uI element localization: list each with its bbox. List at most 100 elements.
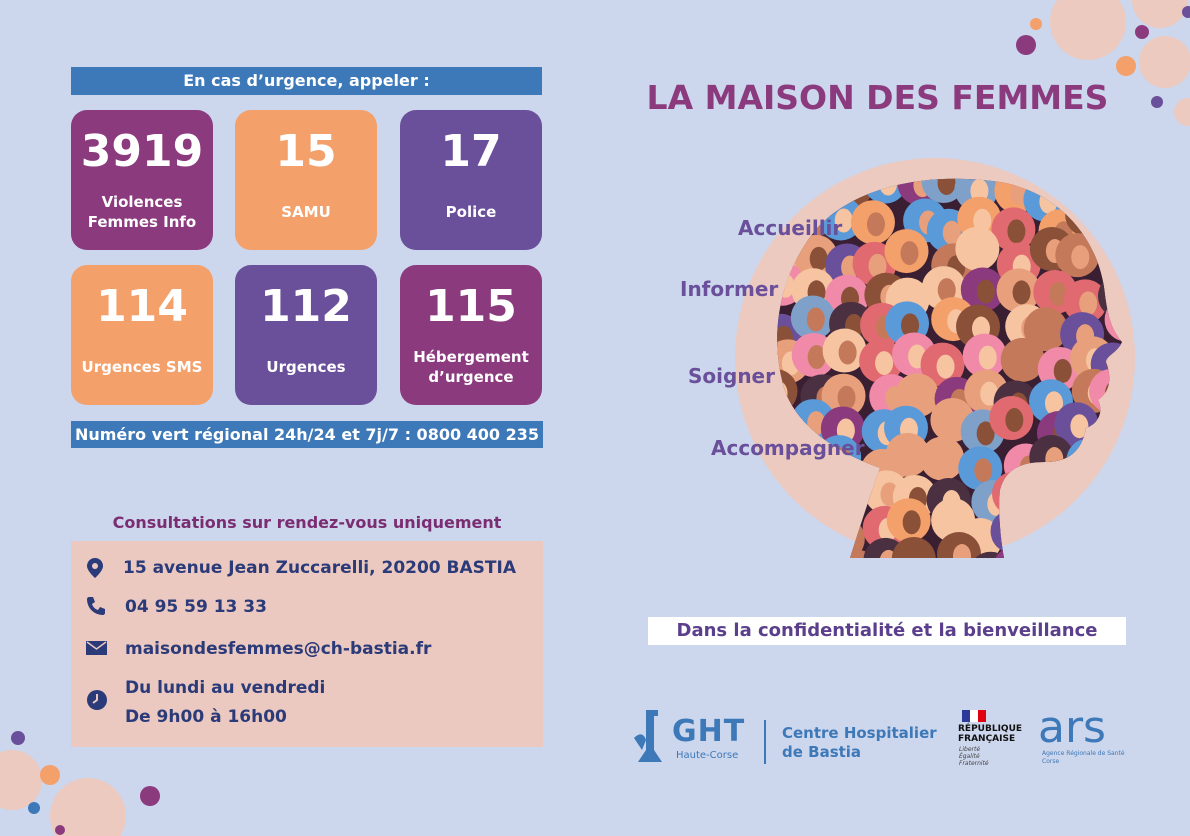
crowd-hair: [1106, 504, 1122, 549]
motto-line: Fraternité: [959, 760, 989, 767]
crowd-face: [807, 345, 826, 370]
crowd-face: [980, 381, 999, 406]
hospital-line: de Bastia: [782, 743, 862, 761]
hours-time: De 9h00 à 16h00: [125, 707, 287, 727]
republique-line: FRANÇAISE: [958, 734, 1016, 744]
crowd-hair: [782, 517, 827, 558]
republique: RÉPUBLIQUE FRANÇAISE: [958, 724, 1022, 744]
crowd-face: [978, 345, 997, 370]
logos: GHT Haute-Corse Centre Hospitalier de Ba…: [632, 700, 1132, 780]
crowd-face: [936, 354, 955, 379]
title: LA MAISON DES FEMMES: [646, 78, 1109, 117]
crowd-face: [807, 411, 826, 436]
crowd-face: [1053, 358, 1072, 383]
crowd-face: [937, 278, 956, 303]
crowd-face: [901, 313, 920, 338]
crowd-face: [1123, 516, 1141, 540]
crowd-hair: [968, 551, 1013, 558]
crowd-face: [777, 181, 792, 206]
crowd-face: [902, 510, 921, 535]
emergency-number: 115: [425, 281, 517, 332]
crowd-face: [778, 544, 797, 558]
address: 15 avenue Jean Zuccarelli, 20200 BASTIA: [123, 558, 516, 578]
emergency-label: Police: [445, 203, 497, 221]
crowd-face: [976, 279, 995, 304]
crowd-face: [900, 241, 919, 266]
emergency-card: 17 Police: [400, 110, 542, 250]
crowd-face: [901, 444, 920, 469]
emergency-card: 115 Hébergement d’urgence: [400, 265, 542, 405]
crowd-face: [777, 511, 790, 536]
crowd-face: [837, 385, 856, 410]
crowd-face: [1049, 281, 1068, 306]
crowd-hair: [992, 546, 1037, 558]
ars-logo: ars: [1038, 702, 1106, 753]
verb: Informer: [680, 277, 779, 301]
crowd-face: [875, 351, 894, 376]
emergency-number: 3919: [80, 126, 204, 177]
emergency-label: Violences Femmes Info: [87, 193, 197, 231]
crowd-face: [1105, 560, 1123, 584]
emergency-card: 112 Urgences: [235, 265, 377, 405]
ars-sub-line: Agence Régionale de Santé: [1042, 750, 1125, 757]
crowd-hair: [792, 547, 837, 558]
verb: Soigner: [688, 364, 775, 388]
crowd-face: [974, 458, 993, 483]
crowd-face: [1071, 245, 1090, 270]
emergency-label: Urgences: [266, 358, 346, 376]
crowd-hair: [777, 178, 802, 214]
crowd-face: [1108, 211, 1122, 236]
crowd-hair: [777, 499, 800, 544]
motto-line: Égalité: [959, 753, 980, 760]
mail-icon: [86, 641, 107, 655]
emergency-label: Urgences SMS: [81, 358, 203, 376]
email: maisondesfemmes@ch-bastia.fr: [125, 639, 432, 659]
motto-line: Liberté: [959, 746, 981, 753]
crowd-hair: [891, 536, 936, 558]
verb: Accueillir: [738, 216, 843, 240]
crowd-face: [798, 529, 817, 554]
emergency-card: 114 Urgences SMS: [71, 265, 213, 405]
crowd-face: [1009, 558, 1027, 582]
crowd-face: [1016, 349, 1035, 374]
ght-tower: [634, 710, 662, 762]
crowd-face: [973, 208, 992, 233]
crowd-face: [1007, 219, 1026, 244]
crowd-hair: [1070, 546, 1115, 558]
consultation-title: Consultations sur rendez-vous uniquement: [112, 513, 502, 532]
consultation-box: 15 avenue Jean Zuccarelli, 20200 BASTIA …: [71, 541, 543, 747]
crowd-face: [838, 340, 857, 365]
crowd-face: [1070, 414, 1089, 439]
crowd-face: [1039, 319, 1058, 344]
crowd-hair: [1054, 509, 1099, 554]
emergency-label: Hébergement d’urgence: [413, 348, 529, 386]
crowd-hair: [1095, 178, 1122, 210]
crowd-hair: [1064, 178, 1109, 209]
crowd-face: [946, 409, 965, 434]
crowd-face: [866, 212, 885, 237]
crowd-face: [1047, 549, 1066, 558]
emergency-card: 3919 Violences Femmes Info: [71, 110, 213, 250]
phone: 04 95 59 13 33: [125, 597, 267, 617]
emergency-number: 15: [275, 126, 337, 177]
crowd-face: [1080, 178, 1099, 201]
crowd-face: [868, 253, 887, 278]
verb: Accompagner: [711, 436, 865, 460]
emergency-card: 15 SAMU: [235, 110, 377, 250]
ght-sub: Haute-Corse: [676, 750, 739, 761]
crowd-face: [1005, 408, 1024, 433]
crowd-face: [971, 238, 990, 263]
crowd-face: [1079, 291, 1098, 316]
hours-days: Du lundi au vendredi: [125, 678, 326, 698]
crowd-face: [1119, 240, 1122, 265]
emergency-number: 112: [260, 281, 352, 332]
crowd-face: [1012, 280, 1031, 305]
ars-sub: Agence Régionale de Santé Corse: [1042, 750, 1125, 766]
emergency-number: 114: [96, 281, 188, 332]
crowd-face: [1087, 559, 1105, 583]
crowd-face: [806, 307, 825, 332]
crowd-face: [952, 544, 971, 558]
crowd-face: [936, 448, 955, 473]
